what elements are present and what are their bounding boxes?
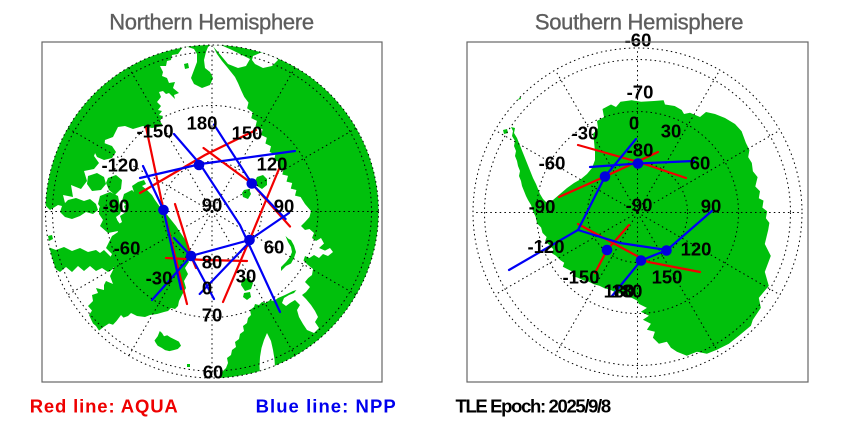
svg-text:-60: -60	[625, 29, 652, 50]
svg-text:-120: -120	[101, 154, 138, 175]
svg-text:30: 30	[661, 120, 682, 141]
svg-text:60: 60	[264, 236, 285, 257]
svg-text:180: 180	[604, 280, 635, 301]
svg-text:-60: -60	[539, 152, 566, 173]
svg-text:70: 70	[202, 304, 223, 325]
svg-text:0: 0	[629, 112, 639, 133]
svg-text:60: 60	[203, 361, 224, 382]
svg-text:150: 150	[232, 122, 263, 143]
svg-text:180: 180	[612, 280, 643, 301]
svg-text:-150: -150	[136, 120, 173, 141]
svg-text:90: 90	[701, 195, 722, 216]
svg-text:-90: -90	[529, 196, 556, 217]
svg-text:0: 0	[202, 277, 212, 298]
svg-text:TLE Epoch: 2025/9/8: TLE Epoch: 2025/9/8	[456, 395, 611, 416]
svg-text:-90: -90	[626, 194, 653, 215]
svg-text:-30: -30	[572, 122, 599, 143]
svg-text:120: 120	[257, 153, 288, 174]
svg-text:-60: -60	[114, 237, 141, 258]
svg-text:90: 90	[274, 195, 295, 216]
svg-text:90: 90	[202, 194, 223, 215]
svg-text:Southern Hemisphere: Southern Hemisphere	[535, 9, 743, 34]
svg-text:Blue line: NPP: Blue line: NPP	[256, 395, 397, 416]
svg-text:180: 180	[187, 112, 218, 133]
svg-text:120: 120	[681, 238, 712, 259]
svg-text:Red line: AQUA: Red line: AQUA	[30, 395, 179, 416]
svg-text:-80: -80	[627, 139, 654, 160]
svg-text:-30: -30	[146, 267, 173, 288]
svg-text:60: 60	[690, 152, 711, 173]
svg-text:-120: -120	[527, 236, 564, 257]
svg-text:-150: -150	[562, 266, 599, 287]
svg-text:80: 80	[202, 251, 223, 272]
svg-text:30: 30	[236, 265, 257, 286]
svg-text:-70: -70	[627, 81, 654, 102]
svg-text:-90: -90	[103, 195, 130, 216]
svg-text:Northern Hemisphere: Northern Hemisphere	[109, 9, 314, 34]
svg-text:150: 150	[652, 266, 683, 287]
